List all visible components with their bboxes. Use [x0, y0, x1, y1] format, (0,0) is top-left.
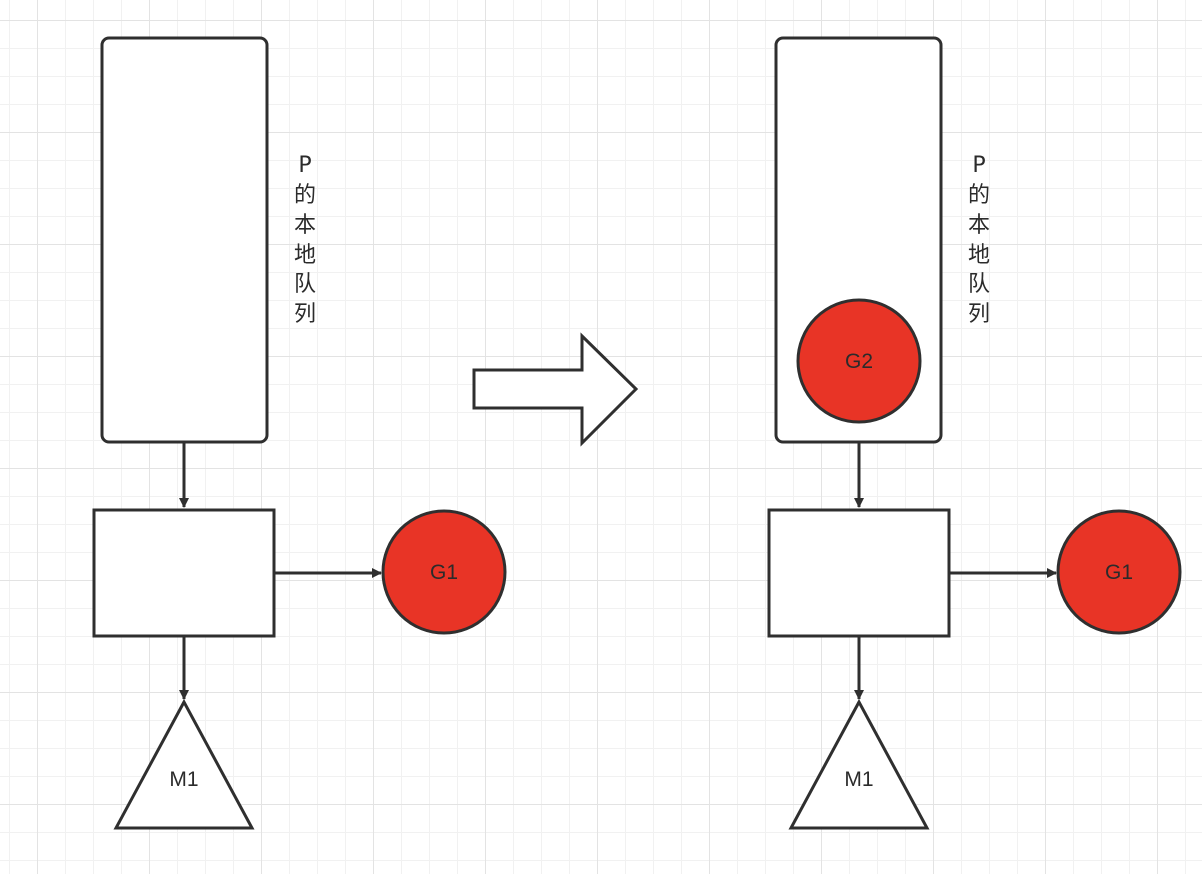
right-g2-circle [796, 298, 922, 424]
left-g1-circle [381, 509, 507, 635]
right-arrow-icon [472, 332, 639, 447]
left-queue-label-char: 地 [294, 243, 316, 268]
right-queue-label-char: 的 [968, 183, 990, 208]
left-queue-label-char: 的 [294, 183, 316, 208]
left-m1-label: M1 [169, 768, 198, 791]
right-m1-triangle [788, 698, 930, 830]
left-queue-label-char: 列 [294, 302, 316, 327]
left-group: P 的 本 地 队 列 G1 M1 [92, 36, 507, 830]
left-queue-label-char: 队 [294, 272, 316, 297]
left-processor-box [92, 508, 276, 638]
right-g1-label: G1 [1105, 561, 1133, 584]
right-m1-label: M1 [844, 768, 873, 791]
left-m1-triangle [113, 698, 255, 830]
left-queue-label-char: P [298, 153, 311, 178]
right-queue-label-char: 队 [968, 272, 990, 297]
left-queue-label: P 的 本 地 队 列 [294, 153, 316, 327]
right-queue-label-char: 列 [968, 302, 990, 327]
left-local-queue [100, 36, 269, 444]
left-queue-label-char: 本 [294, 213, 316, 238]
right-group: P 的 本 地 队 列 G2 G1 M1 [767, 36, 1182, 830]
right-queue-label: P 的 本 地 队 列 [968, 153, 990, 327]
right-g2-label: G2 [845, 350, 873, 373]
right-queue-label-char: 本 [968, 213, 990, 238]
right-g1-circle [1056, 509, 1182, 635]
left-g1-label: G1 [430, 561, 458, 584]
right-queue-label-char: P [972, 153, 985, 178]
right-queue-label-char: 地 [968, 243, 990, 268]
right-processor-box [767, 508, 951, 638]
